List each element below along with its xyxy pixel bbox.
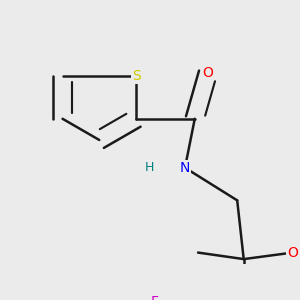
- Text: H: H: [144, 161, 154, 174]
- Text: F: F: [150, 295, 158, 300]
- Text: O: O: [287, 246, 298, 260]
- Text: S: S: [132, 69, 140, 83]
- Text: O: O: [202, 66, 213, 80]
- Text: N: N: [180, 161, 190, 175]
